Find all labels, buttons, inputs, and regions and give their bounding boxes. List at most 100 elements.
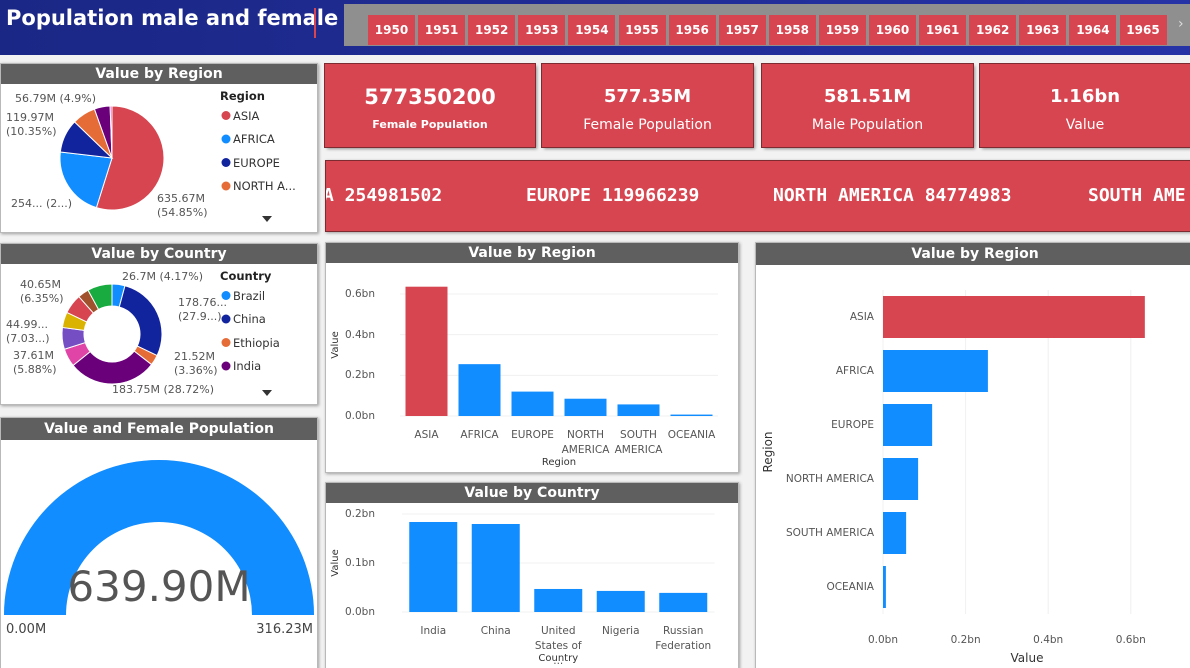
year-button[interactable]: 1961 [919, 15, 967, 45]
x-tick-label: United States of ... [534, 625, 582, 667]
x-axis-title: Country [538, 653, 579, 664]
year-button[interactable]: 1955 [618, 15, 666, 45]
slice [59, 151, 113, 209]
x-tick-label: 0.6bn [1115, 634, 1146, 646]
kpi-value: 1.16bn [1049, 86, 1121, 107]
y-tick-label: NORTH AMERICA [785, 473, 874, 485]
ticker-item: EUROPE 119966239 [526, 185, 700, 206]
bar [670, 414, 713, 416]
y-tick-label: EUROPE [831, 419, 874, 431]
year-button[interactable]: 1965 [1119, 15, 1167, 45]
year-button[interactable]: 1950 [368, 15, 415, 45]
year-button[interactable]: 1962 [969, 15, 1017, 45]
bar [883, 512, 907, 554]
legend-label: AFRICA [233, 132, 275, 146]
slice [95, 105, 165, 211]
legend-label: EUROPE [233, 155, 280, 170]
year-button[interactable]: 1957 [718, 15, 766, 45]
x-tick-label: 0.4bn [1033, 634, 1064, 646]
x-axis-title: Value [1010, 651, 1044, 665]
year-button[interactable]: 1956 [668, 15, 716, 45]
data-label: 635.67M (54.85%) [157, 192, 208, 219]
ticker-item: A 254981502 [325, 185, 443, 206]
bar [471, 523, 520, 612]
gauge-max-label: 316.23M [256, 622, 313, 637]
data-label: 40.65M (6.35%) [20, 278, 64, 305]
dropdown-arrow[interactable] [262, 390, 272, 396]
kpi-value: 577.35M [603, 86, 692, 107]
y-tick-label: SOUTH AMERICA [785, 527, 874, 539]
legend-title: Region [220, 89, 265, 103]
kpi-card: 577.35M Female Population [542, 64, 753, 147]
x-tick-label: AFRICA [460, 429, 499, 441]
bar [534, 588, 583, 612]
year-button[interactable]: 1964 [1069, 15, 1117, 45]
legend-label: NORTH A... [233, 179, 296, 193]
ticker-item: SOUTH AME [1088, 185, 1186, 206]
data-label: 178.76... (27.9...) [178, 296, 227, 323]
y-tick-label: OCEANIA [826, 581, 874, 593]
y-tick-label: AFRICA [835, 365, 874, 377]
y-tick-label: 0.6bn [344, 288, 375, 301]
legend-label: India [233, 359, 262, 373]
dropdown-arrow[interactable] [262, 216, 272, 222]
y-axis-title: Value [330, 331, 341, 359]
legend-label: ASIA [233, 108, 260, 123]
panel-title: Value by Country [326, 483, 738, 503]
data-label: 21.52M (3.36%) [174, 350, 218, 377]
x-tick-label: SOUTH AMERICA [614, 429, 663, 456]
panel-title: Value by Region [326, 243, 738, 263]
y-axis-title: Value [330, 549, 341, 577]
legend-marker [221, 291, 231, 300]
gauge-value-label: 639.90M [67, 562, 251, 611]
legend-marker [221, 181, 231, 191]
legend-marker [221, 134, 231, 144]
kpi-label: Male Population [811, 117, 924, 133]
y-tick-label: 0.0bn [344, 606, 375, 618]
year-button[interactable]: 1963 [1019, 15, 1067, 45]
x-tick-label: NORTH AMERICA [561, 429, 610, 456]
y-tick-label: 0.4bn [344, 328, 375, 341]
data-label: 26.7M (4.17%) [122, 270, 204, 283]
kpi-card: 581.51M Male Population [762, 64, 973, 147]
panel-title: Value by Region [756, 243, 1190, 265]
legend-title: Country [220, 269, 272, 283]
bar [596, 590, 645, 612]
year-button[interactable]: 1952 [468, 15, 516, 45]
x-tick-label: China [480, 625, 511, 637]
year-button[interactable]: 1958 [768, 15, 816, 45]
legend-label: Brazil [233, 288, 266, 303]
bar [883, 350, 988, 392]
data-label: 44.99... (7.03...) [6, 318, 50, 345]
legend-label: Ethiopia [233, 335, 280, 350]
page-title: Population male and female [6, 6, 339, 30]
data-label: 37.61M (5.88%) [13, 349, 57, 376]
x-tick-label: 0.0bn [867, 634, 899, 646]
bar [659, 592, 708, 612]
divider [314, 8, 316, 38]
data-label: 119.97M (10.35%) [6, 111, 57, 138]
year-slicer: 1950 1951 1952 1953 1954 1955 1956 1957 1958 1959… [344, 4, 1190, 46]
kpi-card: 1.16bn Value [980, 64, 1190, 147]
legend-marker [221, 338, 231, 347]
y-tick-label: 0.1bn [344, 557, 375, 569]
slicer-next[interactable]: › [1178, 16, 1184, 32]
year-button[interactable]: 1953 [518, 15, 566, 45]
data-label: 183.75M (28.72%) [112, 383, 215, 396]
year-button[interactable]: 1960 [869, 15, 916, 45]
bar [883, 566, 886, 608]
year-button[interactable]: 1959 [818, 15, 866, 45]
year-button[interactable]: 1954 [568, 15, 616, 45]
legend-label: China [233, 312, 266, 326]
bar [883, 458, 919, 500]
slice [87, 283, 113, 311]
kpi-value: 581.51M [823, 86, 912, 107]
region-bar-panel: Value by Region [325, 242, 739, 473]
slice [118, 285, 163, 357]
year-button[interactable]: 1951 [418, 15, 466, 45]
legend-marker [221, 361, 231, 371]
ticker-item: NORTH AMERICA 84774983 [773, 185, 1012, 206]
y-tick-label: ASIA [849, 311, 874, 323]
